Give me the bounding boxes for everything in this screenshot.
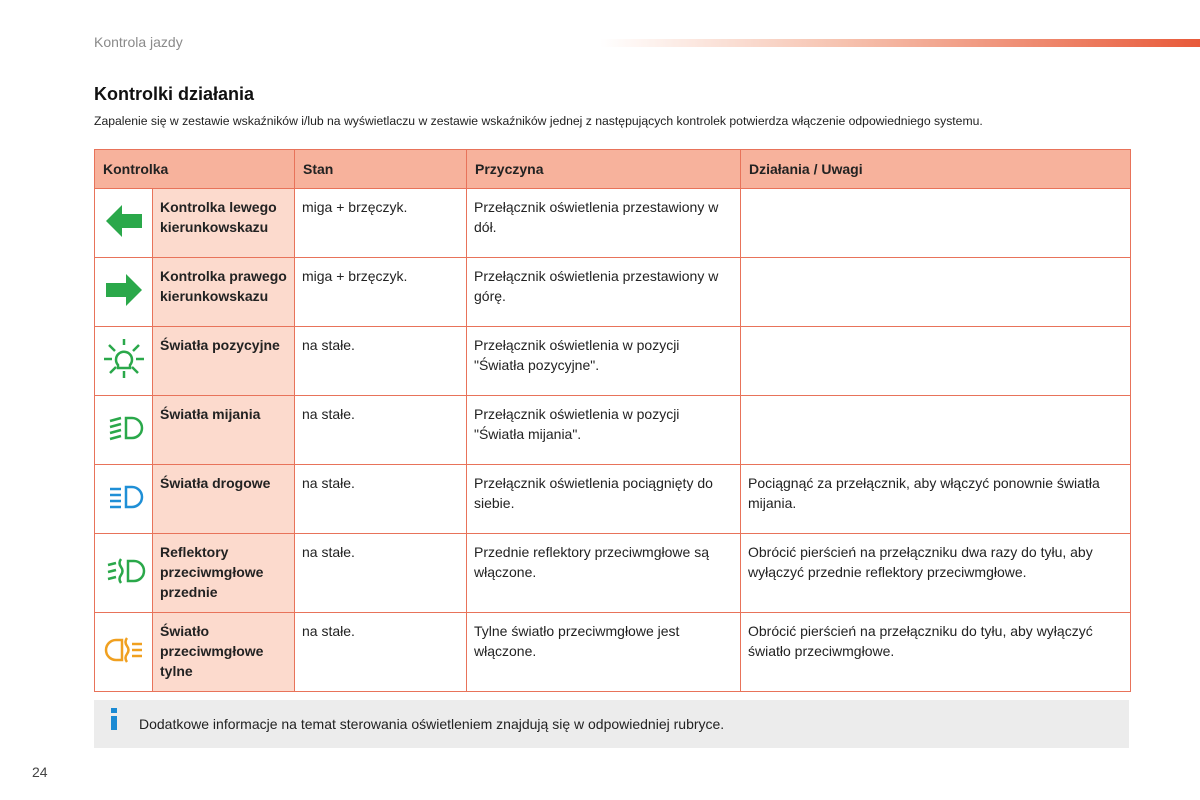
icon-cell bbox=[94, 188, 153, 258]
notes bbox=[740, 257, 1131, 327]
warning-light-icon bbox=[109, 416, 143, 440]
icon-cell bbox=[94, 612, 153, 692]
light-name: Światła drogowe bbox=[152, 464, 295, 534]
cause: Przełącznik oświetlenia pociągnięty do s… bbox=[466, 464, 741, 534]
table-row: Światła pozycyjne na stałe. Przełącznik oś… bbox=[94, 326, 1131, 396]
notes bbox=[740, 395, 1131, 465]
icon-cell bbox=[94, 464, 153, 534]
light-name: Światła mijania bbox=[152, 395, 295, 465]
state: na stałe. bbox=[294, 533, 467, 613]
warning-light-icon bbox=[104, 636, 142, 663]
table-row: Światła drogowe na stałe. Przełącznik oświ… bbox=[94, 464, 1131, 534]
column-header: Działania / Uwagi bbox=[740, 149, 1131, 189]
state: miga + brzęczyk. bbox=[294, 188, 467, 258]
warning-light-icon bbox=[105, 273, 142, 306]
info-text: Dodatkowe informacje na temat sterowania… bbox=[139, 716, 725, 732]
info-icon bbox=[111, 708, 117, 730]
column-header: Kontrolka bbox=[94, 149, 295, 189]
state: miga + brzęczyk. bbox=[294, 257, 467, 327]
cause: Tylne światło przeciwmgłowe jest włączon… bbox=[466, 612, 741, 692]
cause: Przednie reflektory przeciwmgłowe są włą… bbox=[466, 533, 741, 613]
light-name: Światła pozycyjne bbox=[152, 326, 295, 396]
info-box bbox=[94, 700, 1129, 748]
table: Kontrolka Stan Przyczyna Działania / Uwagi K… bbox=[94, 149, 1131, 692]
light-name: Światło przeciwmgłowe tylne bbox=[152, 612, 295, 692]
light-name: Reflektory przeciwmgłowe przednie bbox=[152, 533, 295, 613]
icon-cell bbox=[94, 395, 153, 465]
intro: Zapalenie się w zestawie wskaźników i/lu… bbox=[94, 114, 983, 128]
table-row: Kontrolka lewego kierunkowskazu miga + br… bbox=[94, 188, 1131, 258]
column-header: Stan bbox=[294, 149, 467, 189]
cause: Przełącznik oświetlenia przestawiony w d… bbox=[466, 188, 741, 258]
light-name: Kontrolka lewego kierunkowskazu bbox=[152, 188, 295, 258]
warning-light-icon bbox=[109, 485, 143, 508]
notes: Obrócić pierścień na przełączniku dwa ra… bbox=[740, 533, 1131, 613]
warning-light-icon bbox=[107, 557, 145, 584]
notes: Obrócić pierścień na przełączniku do tył… bbox=[740, 612, 1131, 692]
warning-light-icon bbox=[103, 338, 144, 378]
notes: Pociągnąć za przełącznik, aby włączyć po… bbox=[740, 464, 1131, 534]
notes bbox=[740, 326, 1131, 396]
light-name: Kontrolka prawego kierunkowskazu bbox=[152, 257, 295, 327]
page-number: 24 bbox=[32, 764, 48, 780]
column-header: Przyczyna bbox=[466, 149, 741, 189]
icon-cell bbox=[94, 257, 153, 327]
state: na stałe. bbox=[294, 326, 467, 396]
warning-light-icon bbox=[105, 204, 142, 237]
cause: Przełącznik oświetlenia w pozycji "Świat… bbox=[466, 395, 741, 465]
state: na stałe. bbox=[294, 464, 467, 534]
notes bbox=[740, 188, 1131, 258]
table-row: Światło przeciwmgłowe tylne na stałe. Tyln… bbox=[94, 612, 1131, 692]
table-row: Kontrolka prawego kierunkowskazu miga + b… bbox=[94, 257, 1131, 327]
state: na stałe. bbox=[294, 612, 467, 692]
table-row: Reflektory przeciwmgłowe przednie na stał… bbox=[94, 533, 1131, 613]
icon-cell bbox=[94, 326, 153, 396]
icon-cell bbox=[94, 533, 153, 613]
header-bar bbox=[600, 39, 1200, 47]
section-title: Kontrola jazdy bbox=[94, 34, 183, 50]
table-row: Światła mijania na stałe. Przełącznik oświ… bbox=[94, 395, 1131, 465]
title: Kontrolki działania bbox=[94, 84, 255, 104]
state: na stałe. bbox=[294, 395, 467, 465]
cause: Przełącznik oświetlenia przestawiony w g… bbox=[466, 257, 741, 327]
cause: Przełącznik oświetlenia w pozycji "Świat… bbox=[466, 326, 741, 396]
